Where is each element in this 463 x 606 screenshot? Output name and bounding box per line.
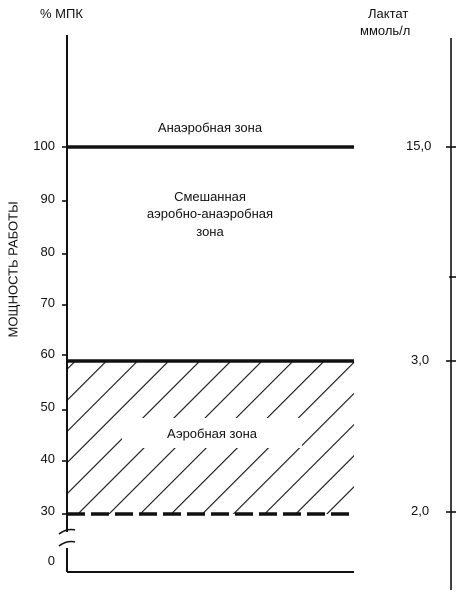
- left-axis-ticks: [62, 146, 67, 515]
- aerobic-zone-label: Аэробная зона: [166, 426, 257, 441]
- anaerobic-zone-label: Анаэробная зона: [157, 120, 263, 135]
- right-axis-title-line2: ммоль/л: [360, 23, 411, 38]
- axis-break-mark-2: [58, 540, 76, 547]
- left-tick-70: 70: [40, 295, 55, 310]
- right-tick-2: 2,0: [411, 503, 430, 518]
- left-tick-30: 30: [40, 503, 55, 518]
- left-tick-40: 40: [40, 451, 55, 466]
- right-axis-title-line1: Лактат: [368, 6, 409, 21]
- right-tick-3: 3,0: [411, 352, 430, 367]
- left-tick-50: 50: [40, 399, 55, 414]
- left-tick-90: 90: [40, 191, 55, 206]
- left-tick-0: 0: [47, 553, 55, 568]
- right-axis-ticks: [446, 146, 456, 513]
- left-tick-100: 100: [33, 138, 55, 153]
- mixed-zone-label-line1: Смешанная: [174, 189, 246, 204]
- mixed-zone-label-line3: зона: [196, 224, 224, 239]
- left-tick-80: 80: [40, 244, 55, 259]
- left-tick-60: 60: [40, 346, 55, 361]
- aerobic-label-box: [122, 418, 302, 448]
- axis-break-mark: [58, 528, 76, 535]
- right-tick-15: 15,0: [406, 138, 432, 153]
- left-axis-unit: % МПК: [40, 6, 83, 21]
- mixed-zone-label-line2: аэробно-анаэробная: [146, 206, 274, 221]
